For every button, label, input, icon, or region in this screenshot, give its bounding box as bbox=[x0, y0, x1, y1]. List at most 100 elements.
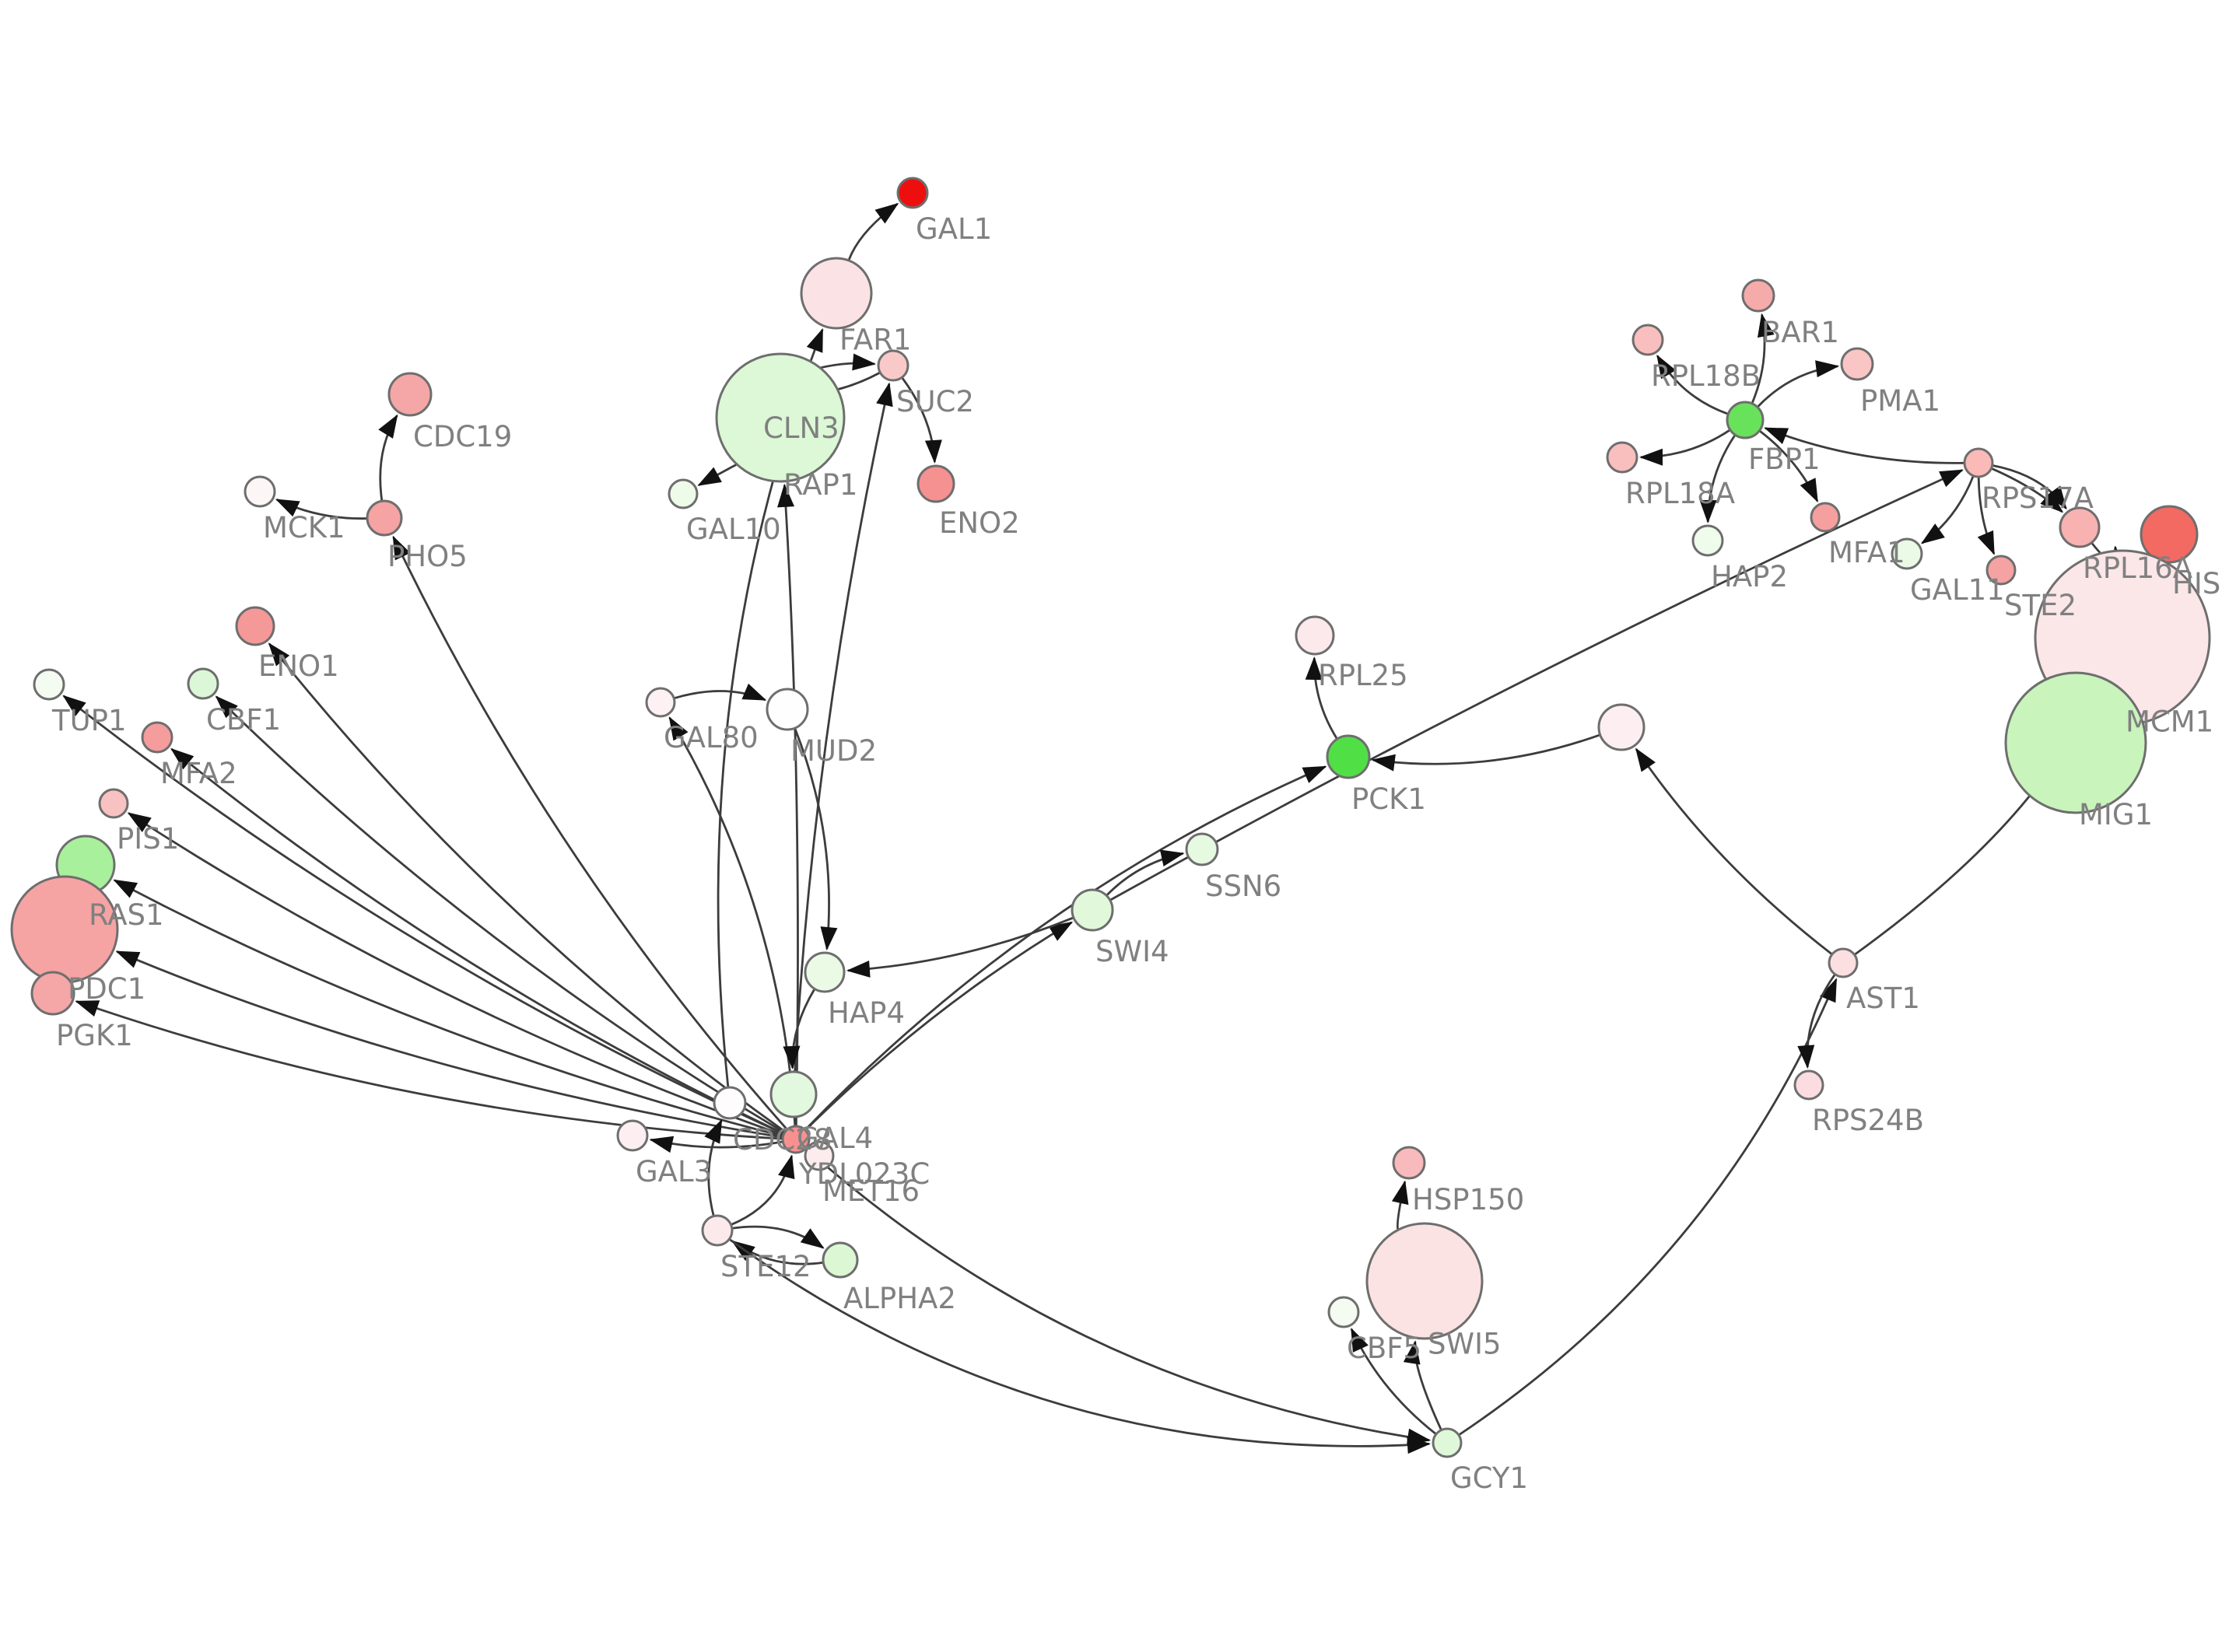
node-hsp150[interactable] bbox=[1392, 1146, 1426, 1180]
node-label-mcm1: MCM1 bbox=[2126, 705, 2213, 739]
node-mfa1[interactable] bbox=[1810, 502, 1841, 533]
node-eno1[interactable] bbox=[235, 606, 275, 646]
edge-RPS17A-GAL11 bbox=[1920, 475, 1975, 544]
node-fbp1[interactable] bbox=[1726, 401, 1765, 439]
node-label-hap2: HAP2 bbox=[1711, 560, 1788, 593]
node-label-gal11: GAL11 bbox=[1910, 573, 2005, 607]
node-pma1[interactable] bbox=[1840, 347, 1874, 381]
node-ssn6[interactable] bbox=[1185, 832, 1219, 866]
node-ste2[interactable] bbox=[1985, 555, 2017, 586]
node-rpl18b[interactable] bbox=[1631, 324, 1664, 356]
node-rpl18a[interactable] bbox=[1606, 441, 1638, 474]
node-alpha2[interactable] bbox=[822, 1241, 859, 1279]
edge-MUD2-HAP4 bbox=[794, 727, 838, 951]
node-label-gal10: GAL10 bbox=[686, 513, 781, 546]
node-swi5[interactable] bbox=[1365, 1222, 1484, 1340]
node-ydl023c[interactable] bbox=[781, 1125, 811, 1154]
node-label-ast1: AST1 bbox=[1846, 982, 1920, 1015]
node-mig1[interactable] bbox=[2004, 671, 2147, 814]
edge-STE12-YDL023C bbox=[730, 1154, 795, 1226]
node-node48[interactable] bbox=[1597, 703, 1645, 751]
node-rap1[interactable] bbox=[715, 352, 846, 483]
node-label-mck1: MCK1 bbox=[263, 511, 345, 544]
node-cdc28[interactable] bbox=[713, 1086, 747, 1120]
edge-FBP1-PMA1 bbox=[1756, 360, 1840, 408]
node-label-rpl25: RPL25 bbox=[1318, 659, 1408, 692]
node-label-eno2: ENO2 bbox=[939, 506, 1020, 540]
edge-STE12-ALPHA2 bbox=[731, 1225, 825, 1249]
node-mck1[interactable] bbox=[244, 475, 276, 508]
node-label-pgk1: PGK1 bbox=[56, 1019, 133, 1052]
node-gcy1[interactable] bbox=[1432, 1427, 1463, 1458]
node-eno2[interactable] bbox=[916, 464, 955, 503]
labels-layer: GAL1 FAR1 SUC2 CLN3 RAP1 ENO2 GAL10 GAL80 MUD2 CD… bbox=[51, 212, 2222, 1495]
edge-YDL023C-ENO1 bbox=[268, 642, 787, 1133]
node-label-hsp150: HSP150 bbox=[1412, 1183, 1524, 1216]
node-bar1[interactable] bbox=[1741, 278, 1775, 313]
node-met16[interactable] bbox=[804, 1140, 835, 1171]
node-label-rps17a: RPS17A bbox=[1982, 481, 2094, 515]
node-gal11[interactable] bbox=[1891, 537, 1923, 570]
node-ste12[interactable] bbox=[701, 1214, 734, 1247]
node-rpl16a[interactable] bbox=[2059, 506, 2101, 548]
edge-SWI4-SSN6 bbox=[1106, 849, 1185, 897]
node-label-pis1: PIS1 bbox=[117, 822, 179, 856]
node-label-far1: FAR1 bbox=[839, 323, 911, 356]
node-gal3[interactable] bbox=[616, 1119, 649, 1152]
node-rps24b[interactable] bbox=[1793, 1069, 1824, 1101]
node-label-pho5: PHO5 bbox=[387, 540, 468, 573]
node-hap2[interactable] bbox=[1691, 524, 1724, 557]
node-label-ras1: RAS1 bbox=[89, 898, 164, 932]
node-label-tup1: TUP1 bbox=[51, 704, 127, 737]
node-his4[interactable] bbox=[2140, 505, 2199, 564]
node-cbf1[interactable] bbox=[187, 667, 219, 700]
node-gal4[interactable] bbox=[769, 1070, 818, 1118]
node-label-gal80: GAL80 bbox=[664, 721, 759, 754]
node-label-ydl023c: YDL023C bbox=[798, 1157, 930, 1191]
node-mfa2[interactable] bbox=[141, 721, 173, 754]
node-gal1[interactable] bbox=[896, 177, 929, 209]
node-label-gal3: GAL3 bbox=[636, 1155, 712, 1188]
node-far1[interactable] bbox=[800, 257, 873, 330]
node-pis1[interactable] bbox=[98, 788, 129, 819]
node-label-mig1: MIG1 bbox=[2079, 798, 2153, 831]
node-label-ste12: STE12 bbox=[720, 1250, 811, 1283]
node-mud2[interactable] bbox=[766, 688, 809, 731]
edge-GCY1-SWI5 bbox=[1403, 1340, 1442, 1431]
node-label-cdc28: CDC28 bbox=[733, 1123, 832, 1157]
node-label-fbp1: FBP1 bbox=[1748, 443, 1821, 476]
edges-layer bbox=[62, 202, 2126, 1454]
node-hap4[interactable] bbox=[804, 951, 846, 993]
node-pho5[interactable] bbox=[366, 499, 403, 537]
node-label-suc2: SUC2 bbox=[896, 385, 974, 418]
node-cdc19[interactable] bbox=[387, 372, 433, 417]
edge-YDL023C-SWI4 bbox=[804, 921, 1074, 1132]
node-pgk1[interactable] bbox=[30, 971, 75, 1016]
node-ast1[interactable] bbox=[1828, 947, 1859, 978]
node-swi4[interactable] bbox=[1071, 888, 1114, 932]
node-tup1[interactable] bbox=[33, 668, 65, 701]
node-cbf5[interactable] bbox=[1327, 1296, 1360, 1328]
node-suc2[interactable] bbox=[877, 349, 909, 382]
edge-YDL023C-PCK1 bbox=[804, 765, 1327, 1131]
node-gal10[interactable] bbox=[668, 478, 699, 509]
node-gal80[interactable] bbox=[645, 687, 676, 718]
edge-NODE48-PCK1 bbox=[1371, 733, 1601, 772]
edge-YDL023C-PDC1 bbox=[115, 950, 783, 1139]
edge-FBP1-HAP2 bbox=[1699, 434, 1737, 523]
edge-PHO5-MCK1 bbox=[275, 499, 368, 520]
node-label-pdc1: PDC1 bbox=[68, 972, 145, 1006]
node-label-alpha2: ALPHA2 bbox=[843, 1282, 956, 1315]
node-label-cdc19: CDC19 bbox=[413, 420, 512, 453]
node-label-cln3: CLN3 bbox=[763, 411, 839, 445]
node-rpl25[interactable] bbox=[1295, 615, 1335, 656]
node-rps17a[interactable] bbox=[1963, 447, 1994, 478]
node-label-eno1: ENO1 bbox=[258, 649, 339, 683]
edge-YDL023C-PIS1 bbox=[127, 812, 784, 1136]
node-label-cbf5: CBF5 bbox=[1347, 1332, 1421, 1365]
node-pck1[interactable] bbox=[1326, 734, 1371, 779]
edge-YDL023C-PGK1 bbox=[75, 1000, 783, 1140]
edge-RPS17A-RPL16A bbox=[1990, 467, 2064, 513]
